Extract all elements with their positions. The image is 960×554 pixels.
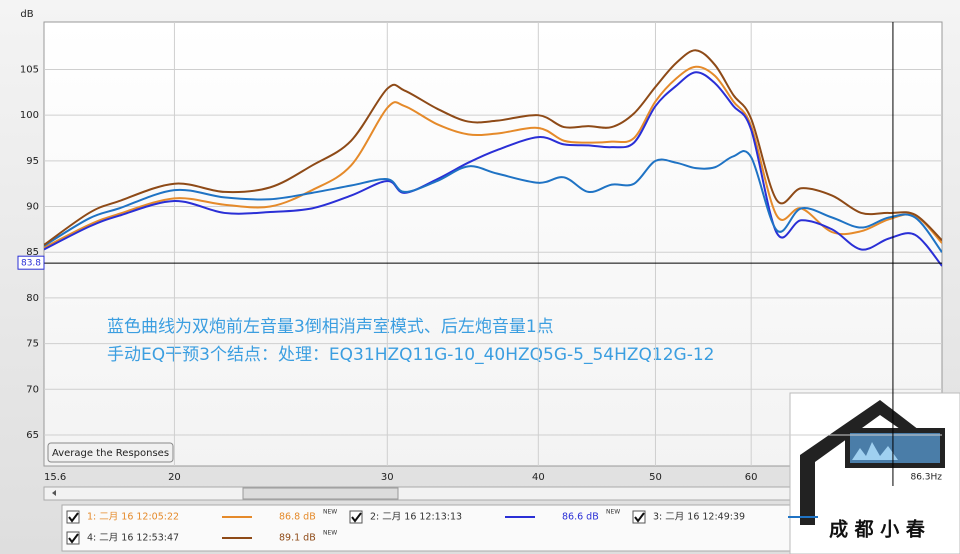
legend-check bbox=[634, 512, 645, 523]
average-button[interactable] bbox=[47, 442, 174, 463]
legend-badge: NEW bbox=[606, 509, 620, 516]
x-tick-label: 30 bbox=[381, 472, 394, 483]
legend-checkbox[interactable] bbox=[66, 531, 80, 545]
response-curve bbox=[44, 71, 942, 267]
legend-checkbox[interactable] bbox=[349, 510, 363, 524]
legend-label: 1: 二月 16 12:05:22 bbox=[87, 512, 179, 523]
y-tick-label: 75 bbox=[26, 339, 39, 350]
legend-check bbox=[68, 533, 79, 544]
legend-label: 3: 二月 16 12:49:39 bbox=[653, 512, 745, 523]
x-tick-label: 20 bbox=[168, 472, 181, 483]
cursor-label: 83.8 bbox=[21, 259, 41, 269]
logo bbox=[789, 392, 960, 554]
legend-label: 2: 二月 16 12:13:13 bbox=[370, 512, 462, 523]
scroll-left[interactable] bbox=[52, 490, 56, 496]
plot-area bbox=[43, 21, 943, 467]
x-tick-label: 15.6 bbox=[44, 472, 66, 483]
x-tick-label: 86.3Hz bbox=[910, 473, 942, 483]
y-tick-label: 100 bbox=[20, 110, 39, 121]
y-tick-label: 95 bbox=[26, 156, 39, 167]
y-tick-label: 105 bbox=[20, 65, 39, 76]
legend-label: 4: 二月 16 12:53:47 bbox=[87, 533, 179, 544]
legend-badge: NEW bbox=[323, 509, 337, 516]
legend-panel bbox=[61, 504, 791, 552]
plot bbox=[44, 22, 942, 466]
legend-level: 86.8 dB bbox=[279, 512, 316, 523]
annotation: 蓝色曲线为双炮前左音量3倒相消声室模式、后左炮音量1点 bbox=[107, 317, 554, 337]
x-tick-label: 40 bbox=[532, 472, 545, 483]
legend-checkbox[interactable] bbox=[632, 510, 646, 524]
y-tick-label: 70 bbox=[26, 384, 39, 395]
response-curve bbox=[44, 150, 942, 253]
annotation: 手动EQ干预3个结点：处理：EQ31HZQ11G-10_40HZQ5G-5_54… bbox=[107, 345, 714, 365]
scrollbar-thumb[interactable] bbox=[242, 487, 399, 500]
response-curve bbox=[44, 49, 942, 246]
legend-badge: NEW bbox=[323, 530, 337, 537]
y-tick-label: 80 bbox=[26, 293, 39, 304]
logo-text: 成 都 小 春 bbox=[829, 518, 925, 541]
legend-level: 89.1 dB bbox=[279, 533, 316, 544]
y-tick-label: 85 bbox=[26, 247, 39, 258]
legend-check bbox=[68, 512, 79, 523]
y-tick-label: 65 bbox=[26, 430, 39, 441]
x-tick-label: 60 bbox=[745, 472, 758, 483]
average-button-label[interactable]: Average the Responses bbox=[52, 448, 169, 459]
cursor-label-box bbox=[17, 255, 45, 270]
y-axis-label: dB bbox=[20, 9, 33, 20]
legend-check bbox=[351, 512, 362, 523]
legend-checkbox[interactable] bbox=[66, 510, 80, 524]
legend-level: 86.6 dB bbox=[562, 512, 599, 523]
x-tick-label: 50 bbox=[649, 472, 662, 483]
y-tick-label: 90 bbox=[26, 202, 39, 213]
